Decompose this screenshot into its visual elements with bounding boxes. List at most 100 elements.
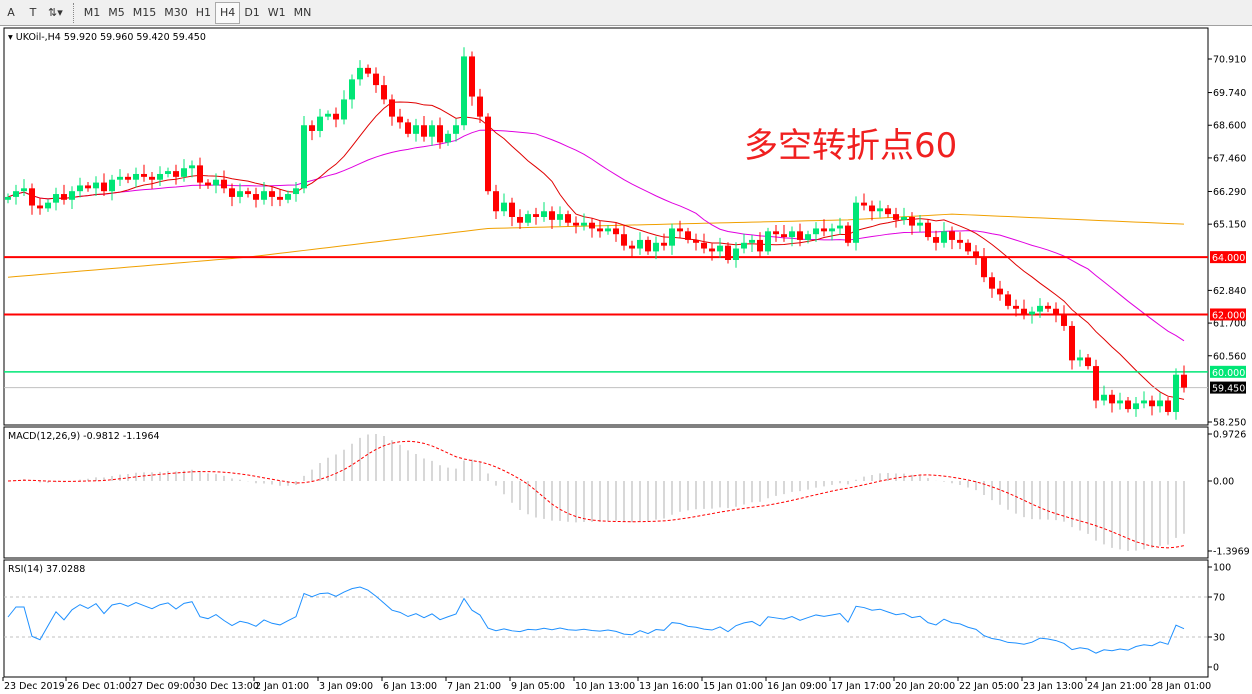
candle-body: [949, 231, 955, 240]
candle-body: [789, 231, 795, 238]
rsi-label: RSI(14) 37.0288: [8, 564, 85, 575]
candle-body: [405, 122, 411, 134]
time-tick-label: 10 Jan 13:00: [575, 681, 635, 692]
candle-body: [773, 231, 779, 235]
candle-body: [925, 222, 931, 238]
time-tick-label: 27 Dec 09:00: [131, 681, 195, 692]
candle-body: [477, 96, 483, 117]
candle-body: [197, 165, 203, 183]
candle-body: [933, 237, 939, 243]
candle-body: [461, 56, 467, 126]
candle-body: [1069, 325, 1075, 361]
time-tick-label: 24 Jan 21:00: [1087, 681, 1147, 692]
time-tick-label: 2 Jan 01:00: [255, 681, 309, 692]
rsi-tick-label: 0: [1213, 663, 1219, 674]
candle-body: [389, 99, 395, 117]
time-tick-label: 13 Jan 16:00: [639, 681, 699, 692]
arrows-tool-dropdown[interactable]: ⇅▾: [48, 6, 63, 19]
candle-body: [613, 228, 619, 235]
toolbar-divider: [72, 2, 74, 23]
candle-body: [805, 234, 811, 240]
candle-body: [573, 222, 579, 226]
rsi-panel: [3, 559, 1209, 678]
candle-body: [1085, 357, 1091, 367]
current-price-label: 59.450: [1212, 384, 1245, 395]
candle-body: [109, 179, 115, 192]
tf-m1[interactable]: M1: [83, 6, 101, 19]
candle-body: [781, 234, 787, 238]
candle-body: [557, 214, 563, 220]
hline-price-tag: [1210, 365, 1246, 378]
tf-h4[interactable]: H4: [215, 1, 241, 24]
time-tick-label: 15 Jan 01:00: [703, 681, 763, 692]
candle-body: [757, 239, 763, 252]
candle-body: [717, 245, 723, 252]
candle-body: [261, 191, 267, 200]
candle-body: [893, 214, 899, 220]
price-tick-label: 58.250: [1213, 418, 1246, 429]
candle-body: [293, 188, 299, 195]
tf-mn[interactable]: MN: [293, 6, 312, 19]
candle-body: [453, 125, 459, 134]
candle-body: [309, 125, 315, 131]
candle-body: [437, 125, 443, 143]
candle-body: [101, 182, 107, 192]
candle-body: [1061, 314, 1067, 326]
candle-body: [1029, 311, 1035, 315]
candle-body: [141, 173, 147, 177]
tf-m30[interactable]: M30: [164, 6, 188, 19]
candle-body: [237, 191, 243, 197]
candle-body: [1021, 308, 1027, 315]
candle-body: [93, 182, 99, 189]
tf-m5[interactable]: M5: [108, 6, 125, 19]
candle-body: [1077, 357, 1083, 361]
candle-body: [1149, 400, 1155, 407]
tf-w1[interactable]: W1: [267, 6, 286, 19]
price-tick-label: 70.910: [1213, 55, 1246, 66]
candle-body: [1181, 374, 1187, 388]
price-tick-label: 60.560: [1213, 351, 1246, 362]
candle-body: [701, 242, 707, 249]
candle-body: [253, 194, 259, 200]
text-tool[interactable]: A: [7, 6, 15, 19]
candle-body: [765, 231, 771, 252]
candle-body: [877, 208, 883, 212]
candle-body: [997, 288, 1003, 295]
candle-body: [469, 56, 475, 97]
candle-body: [429, 125, 435, 137]
candle-body: [77, 185, 83, 192]
candle-body: [413, 125, 419, 134]
candle-body: [1005, 294, 1011, 306]
candle-body: [5, 196, 11, 200]
candle-body: [549, 211, 555, 220]
candle-body: [845, 225, 851, 243]
candle-body: [61, 194, 67, 200]
candle-body: [725, 245, 731, 260]
candle-body: [45, 202, 51, 209]
candle-body: [1165, 400, 1171, 412]
candle-body: [861, 202, 867, 206]
rsi-line: [7, 586, 1185, 654]
candle-body: [581, 222, 587, 226]
candle-body: [597, 228, 603, 232]
candle-body: [709, 248, 715, 252]
price-tick-label: 68.600: [1213, 121, 1246, 132]
candle-body: [541, 211, 547, 217]
candle-body: [1013, 305, 1019, 309]
candle-body: [213, 179, 219, 186]
price-tick-label: 61.700: [1213, 319, 1246, 330]
tf-h1[interactable]: H1: [195, 6, 212, 19]
toolbar: A T ⇅▾ M1 M5 M15 M30 H1 H4 D1 W1 MN: [0, 0, 1252, 26]
candle-body: [509, 202, 515, 217]
candle-body: [661, 242, 667, 246]
time-tick-label: 7 Jan 21:00: [447, 681, 501, 692]
time-tick-label: 3 Jan 09:00: [319, 681, 373, 692]
text-label-tool[interactable]: T: [29, 6, 37, 19]
candle-body: [501, 202, 507, 212]
candle-body: [165, 171, 171, 174]
candle-body: [181, 168, 187, 177]
tf-m15[interactable]: M15: [132, 6, 157, 19]
candle-body: [245, 191, 251, 195]
tf-d1[interactable]: D1: [244, 6, 260, 19]
